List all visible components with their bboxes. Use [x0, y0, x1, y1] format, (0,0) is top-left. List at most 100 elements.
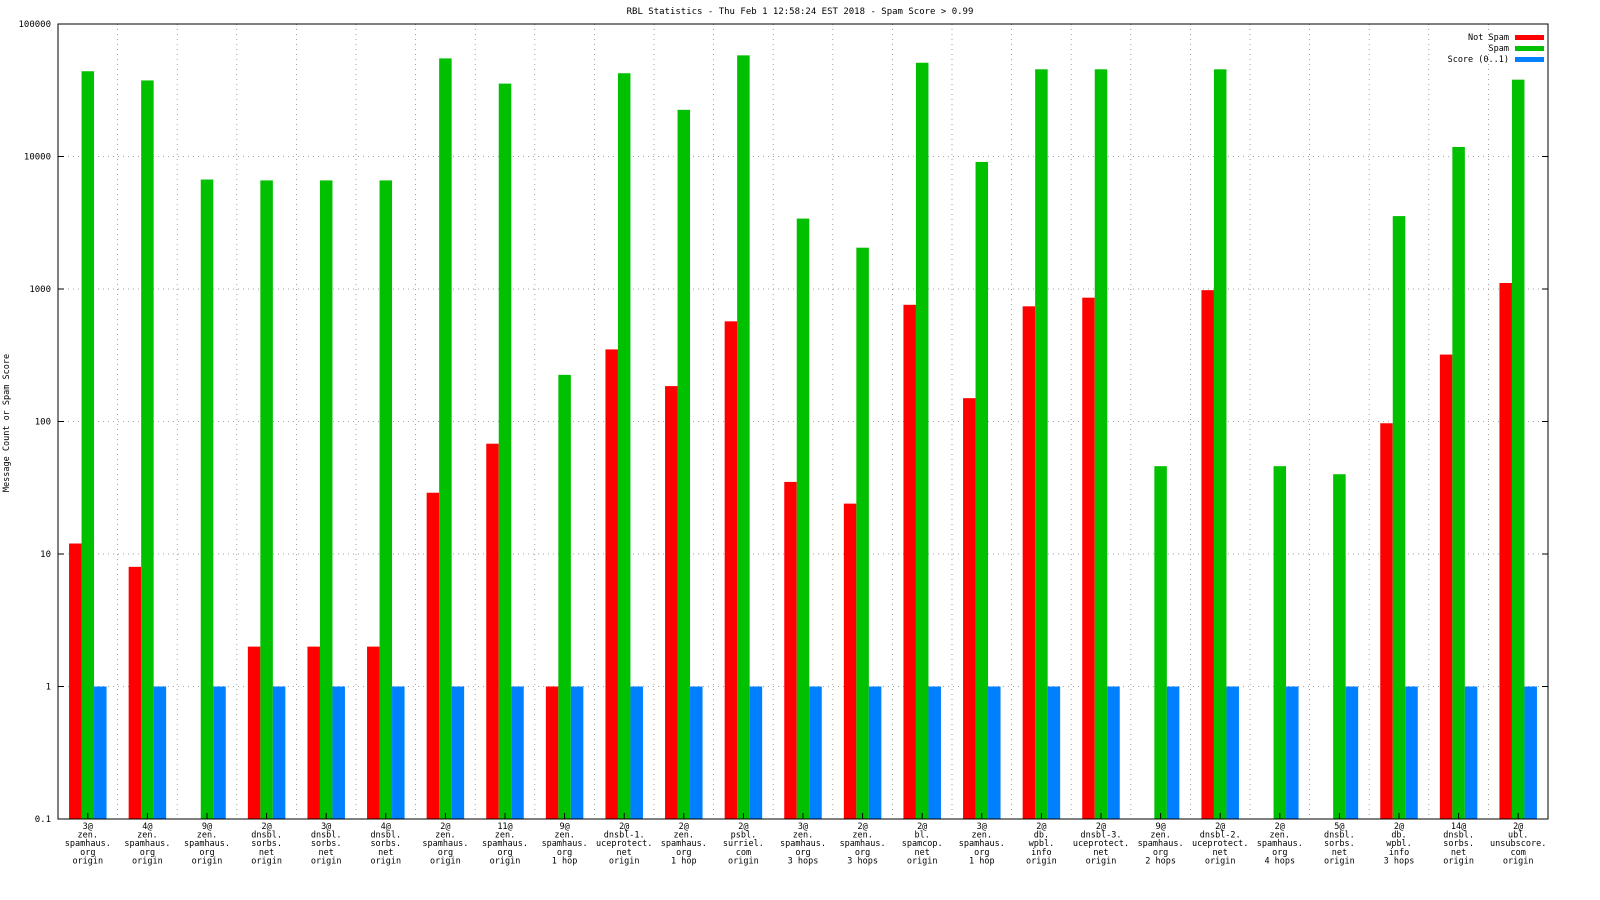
x-category-label: zen.	[674, 831, 694, 841]
x-category-label: wpbl.	[1386, 839, 1412, 849]
x-category-label: origin	[728, 856, 759, 866]
bar-spam	[439, 58, 452, 820]
x-category-label: spamhaus.	[959, 839, 1005, 849]
bar-not-spam	[1380, 423, 1393, 819]
bar-not-spam	[903, 304, 916, 819]
y-tick-label: 100	[35, 418, 51, 428]
bar-score	[1226, 686, 1239, 819]
x-category-label: origin	[609, 856, 640, 866]
bar-spam	[498, 83, 512, 820]
x-category-label: uceprotect.	[596, 839, 652, 849]
x-category-label: net	[319, 848, 334, 858]
x-category-label: 2@	[857, 822, 867, 832]
bar-not-spam	[843, 503, 857, 819]
x-category-label: spamhaus.	[542, 839, 588, 849]
bar-not-spam	[963, 398, 976, 819]
x-category-label: zen.	[1150, 831, 1170, 841]
x-category-label: 1 hop	[671, 856, 697, 866]
x-category-label: origin	[370, 856, 401, 866]
x-category-label: origin	[132, 856, 163, 866]
bar-spam	[1213, 69, 1227, 820]
x-category-label: db.	[1034, 831, 1049, 841]
x-category-label: org	[140, 848, 155, 858]
bar-spam	[141, 80, 154, 819]
x-category-label: zen.	[495, 831, 515, 841]
legend-label: Not Spam	[1468, 33, 1509, 43]
bar-spam	[856, 247, 869, 819]
x-category-label: unsubscore.	[1490, 839, 1546, 849]
x-category-label: zen.	[852, 831, 872, 841]
x-category-label: 5@	[1334, 822, 1344, 832]
x-category-label: org	[497, 848, 512, 858]
x-category-label: spamhaus.	[65, 839, 111, 849]
x-category-label: 4@	[142, 822, 152, 832]
legend-swatch	[1515, 46, 1544, 51]
x-category-label: info	[1389, 848, 1409, 858]
x-category-label: 1 hop	[969, 856, 995, 866]
x-category-label: sorbs.	[311, 839, 342, 849]
x-category-label: origin	[1205, 856, 1236, 866]
x-category-label: 2@	[679, 822, 689, 832]
x-category-label: 3 hops	[788, 856, 819, 866]
x-category-label: zen.	[197, 831, 217, 841]
chart-title: RBL Statistics - Thu Feb 1 12:58:24 EST …	[627, 7, 974, 17]
x-category-label: org	[80, 848, 95, 858]
bar-spam	[1273, 466, 1287, 819]
x-axis-category-labels: 3@zen.spamhaus.orgorigin4@zen.spamhaus.o…	[65, 813, 1546, 866]
x-category-label: spamhaus.	[661, 839, 707, 849]
bar-spam	[1333, 474, 1346, 819]
x-category-label: info	[1031, 848, 1051, 858]
bar-score	[1286, 686, 1299, 819]
x-category-label: dnsbl.	[1324, 831, 1355, 841]
bar-score	[690, 686, 703, 819]
x-category-label: zen.	[1270, 831, 1290, 841]
x-category-label: 2@	[1036, 822, 1046, 832]
bar-spam	[1035, 69, 1048, 820]
x-category-label: dnsbl.	[251, 831, 282, 841]
x-category-label: db.	[1391, 831, 1406, 841]
bar-score	[1405, 686, 1418, 819]
x-category-label: net	[1093, 848, 1108, 858]
x-category-label: 9@	[1155, 822, 1165, 832]
x-category-label: origin	[1503, 856, 1534, 866]
bar-spam	[617, 73, 631, 819]
x-category-label: 2@	[917, 822, 927, 832]
bars-group	[69, 55, 1537, 820]
bar-spam	[1154, 466, 1167, 819]
bar-score	[451, 686, 465, 819]
x-category-label: net	[1213, 848, 1228, 858]
bar-not-spam	[1439, 354, 1453, 819]
bar-spam	[558, 374, 571, 819]
bar-score	[630, 686, 643, 819]
x-category-label: spamhaus.	[482, 839, 528, 849]
x-category-label: 4@	[381, 822, 391, 832]
bar-not-spam	[486, 443, 499, 819]
bar-not-spam	[367, 646, 380, 819]
x-category-label: spamhaus.	[422, 839, 468, 849]
x-category-label: dnsbl.	[311, 831, 342, 841]
bar-not-spam	[69, 543, 82, 819]
x-category-label: dnsbl.	[370, 831, 401, 841]
y-tick-label: 100000	[18, 20, 51, 30]
x-category-label: com	[736, 848, 751, 858]
bar-score	[153, 686, 167, 819]
x-category-label: surriel.	[723, 839, 764, 849]
x-category-label: wpbl.	[1029, 839, 1055, 849]
x-category-label: origin	[907, 856, 938, 866]
bar-score	[213, 686, 226, 819]
x-category-label: 2@	[1513, 822, 1523, 832]
x-category-label: net	[915, 848, 930, 858]
bar-spam	[260, 180, 273, 820]
x-category-label: org	[676, 848, 691, 858]
x-category-label: org	[1153, 848, 1168, 858]
x-category-label: spamcop.	[902, 839, 943, 849]
x-category-label: dnsbl-1.	[604, 831, 645, 841]
y-tick-label: 1000	[29, 285, 51, 295]
x-category-label: origin	[490, 856, 521, 866]
bar-score	[511, 686, 524, 819]
x-category-label: origin	[430, 856, 461, 866]
x-category-label: 2@	[1096, 822, 1106, 832]
bar-score	[392, 686, 405, 819]
x-category-label: org	[438, 848, 453, 858]
